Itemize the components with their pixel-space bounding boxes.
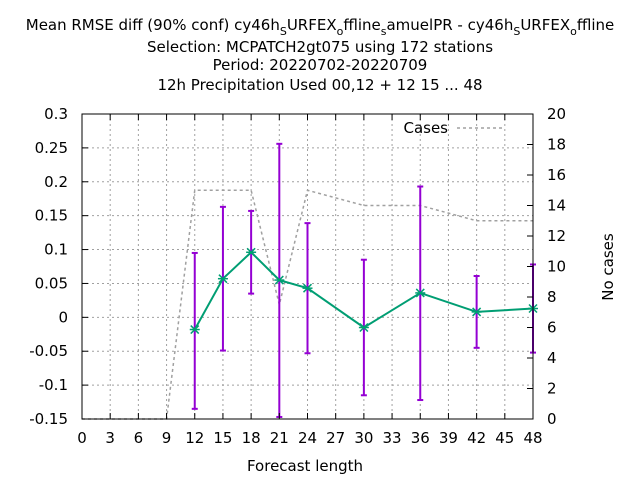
data-point — [217, 274, 228, 284]
y2-axis: 0 2 4 6 8 10 12 14 16 18 20 — [527, 105, 566, 428]
x-tick-label: 6 — [134, 429, 144, 447]
x-tick-label: 12 — [185, 429, 204, 447]
x-tick-label: 9 — [162, 429, 172, 447]
y2-tick-label: 20 — [547, 105, 566, 123]
x-tick-label: 42 — [467, 429, 486, 447]
data-point — [246, 247, 257, 257]
y-tick-label: 0 — [58, 308, 68, 326]
data-point — [302, 283, 313, 293]
title-line-3: Period: 20220702-20220709 — [213, 56, 428, 74]
legend: Cases — [403, 119, 505, 137]
data-point — [415, 288, 426, 298]
x-axis-label: Forecast length — [247, 457, 363, 475]
x-tick-label: 36 — [411, 429, 430, 447]
y-tick-label: 0.2 — [44, 173, 68, 191]
data-point — [274, 275, 285, 285]
y2-tick-label: 18 — [547, 136, 566, 154]
chart-title: Mean RMSE diff (90% conf) cy46hSURFEXoff… — [26, 16, 615, 94]
y-tick-label: 0.15 — [35, 207, 68, 225]
y-tick-label: -0.1 — [39, 376, 68, 394]
title-line-4: 12h Precipitation Used 00,12 + 12 15 ...… — [157, 76, 482, 94]
data-point — [189, 325, 200, 335]
y-tick-label: 0.25 — [35, 139, 68, 157]
y2-axis-label: No cases — [599, 233, 617, 301]
x-tick-label: 3 — [105, 429, 115, 447]
y-tick-label: -0.15 — [29, 410, 68, 428]
y2-tick-label: 16 — [547, 166, 566, 184]
x-tick-label: 0 — [77, 429, 87, 447]
legend-label-cases: Cases — [403, 119, 448, 137]
y2-tick-label: 4 — [547, 349, 557, 367]
data-point — [471, 307, 482, 317]
x-tick-label: 18 — [242, 429, 261, 447]
x-tick-label: 21 — [270, 429, 289, 447]
title-line-2: Selection: MCPATCH2gt075 using 172 stati… — [147, 38, 493, 56]
x-axis: 0 3 6 9 12 15 18 21 24 27 30 33 36 39 42 45 48 — [77, 114, 543, 447]
y2-tick-label: 12 — [547, 227, 566, 245]
error-bar — [191, 251, 198, 410]
x-tick-label: 27 — [326, 429, 345, 447]
y2-tick-label: 8 — [547, 288, 557, 306]
y-tick-label: 0.1 — [44, 241, 68, 259]
y2-tick-label: 0 — [547, 410, 557, 428]
x-tick-label: 45 — [495, 429, 514, 447]
y-tick-label: 0.3 — [44, 105, 68, 123]
title-line-1: Mean RMSE diff (90% conf) cy46hSURFEXoff… — [26, 16, 615, 38]
y-tick-label: 0.05 — [35, 274, 68, 292]
y-axis: -0.15 -0.1 -0.05 0 0.05 0.1 0.15 0.2 0.25 0.3 — [29, 105, 88, 428]
y2-tick-label: 10 — [547, 258, 566, 276]
y2-tick-label: 14 — [547, 197, 566, 215]
x-tick-label: 33 — [383, 429, 402, 447]
data-point — [358, 322, 369, 333]
x-tick-label: 15 — [213, 429, 232, 447]
x-tick-label: 48 — [523, 429, 542, 447]
y-tick-label: -0.05 — [29, 342, 68, 360]
x-tick-label: 30 — [354, 429, 373, 447]
y2-tick-label: 6 — [547, 319, 557, 337]
x-tick-label: 39 — [439, 429, 458, 447]
y2-tick-label: 2 — [547, 380, 557, 398]
x-tick-label: 24 — [298, 429, 317, 447]
